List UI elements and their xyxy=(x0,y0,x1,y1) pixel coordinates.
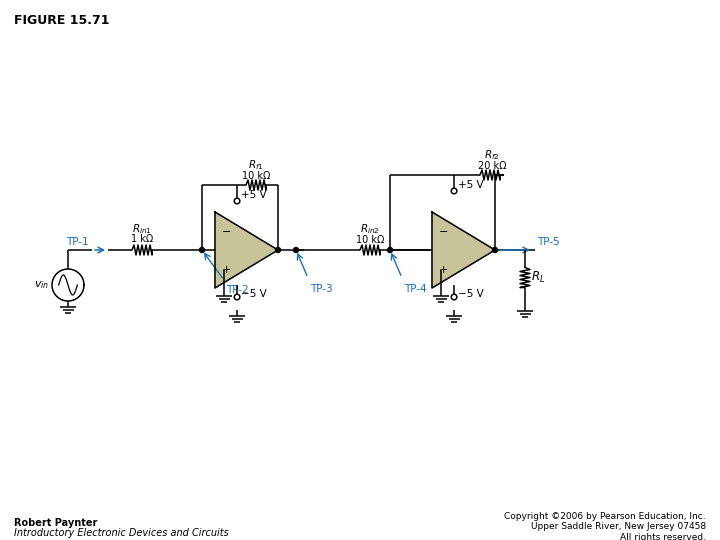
Text: 10 kΩ: 10 kΩ xyxy=(356,235,384,245)
Text: +5 V: +5 V xyxy=(241,190,266,200)
Text: $R_{f1}$: $R_{f1}$ xyxy=(248,158,264,172)
Text: TP-5: TP-5 xyxy=(537,237,559,247)
Text: $-$: $-$ xyxy=(438,225,448,235)
Circle shape xyxy=(451,294,457,300)
Text: TP-4: TP-4 xyxy=(404,284,427,294)
Text: −5 V: −5 V xyxy=(241,289,267,299)
Text: Introductory Electronic Devices and Circuits: Introductory Electronic Devices and Circ… xyxy=(14,528,229,538)
Text: $v_{in}$: $v_{in}$ xyxy=(34,279,49,291)
Circle shape xyxy=(492,247,498,253)
Text: 10 kΩ: 10 kΩ xyxy=(242,171,270,181)
Text: $R_{in1}$: $R_{in1}$ xyxy=(132,222,152,236)
Polygon shape xyxy=(215,212,278,288)
Circle shape xyxy=(276,247,281,253)
Circle shape xyxy=(199,247,204,253)
Text: $+$: $+$ xyxy=(221,264,231,275)
Circle shape xyxy=(234,198,240,204)
Text: +5 V: +5 V xyxy=(458,180,484,190)
Circle shape xyxy=(451,188,457,194)
Circle shape xyxy=(294,247,299,253)
Text: TP-3: TP-3 xyxy=(310,284,333,294)
Text: $+$: $+$ xyxy=(438,264,448,275)
Text: Copyright ©2006 by Pearson Education, Inc.
Upper Saddle River, New Jersey 07458
: Copyright ©2006 by Pearson Education, In… xyxy=(505,512,706,540)
Text: 20 kΩ: 20 kΩ xyxy=(478,161,506,171)
Polygon shape xyxy=(432,212,495,288)
Text: FIGURE 15.71: FIGURE 15.71 xyxy=(14,14,109,27)
Text: 1 kΩ: 1 kΩ xyxy=(131,234,153,244)
Text: $R_{f2}$: $R_{f2}$ xyxy=(484,148,500,162)
Text: TP-2: TP-2 xyxy=(226,285,248,295)
Text: Robert Paynter: Robert Paynter xyxy=(14,518,97,528)
Text: TP-1: TP-1 xyxy=(66,237,89,247)
Text: $R_{in2}$: $R_{in2}$ xyxy=(360,222,380,236)
Text: −5 V: −5 V xyxy=(458,289,484,299)
Circle shape xyxy=(234,294,240,300)
Circle shape xyxy=(387,247,392,253)
Text: $R_L$: $R_L$ xyxy=(531,270,545,285)
Text: $-$: $-$ xyxy=(221,225,231,235)
